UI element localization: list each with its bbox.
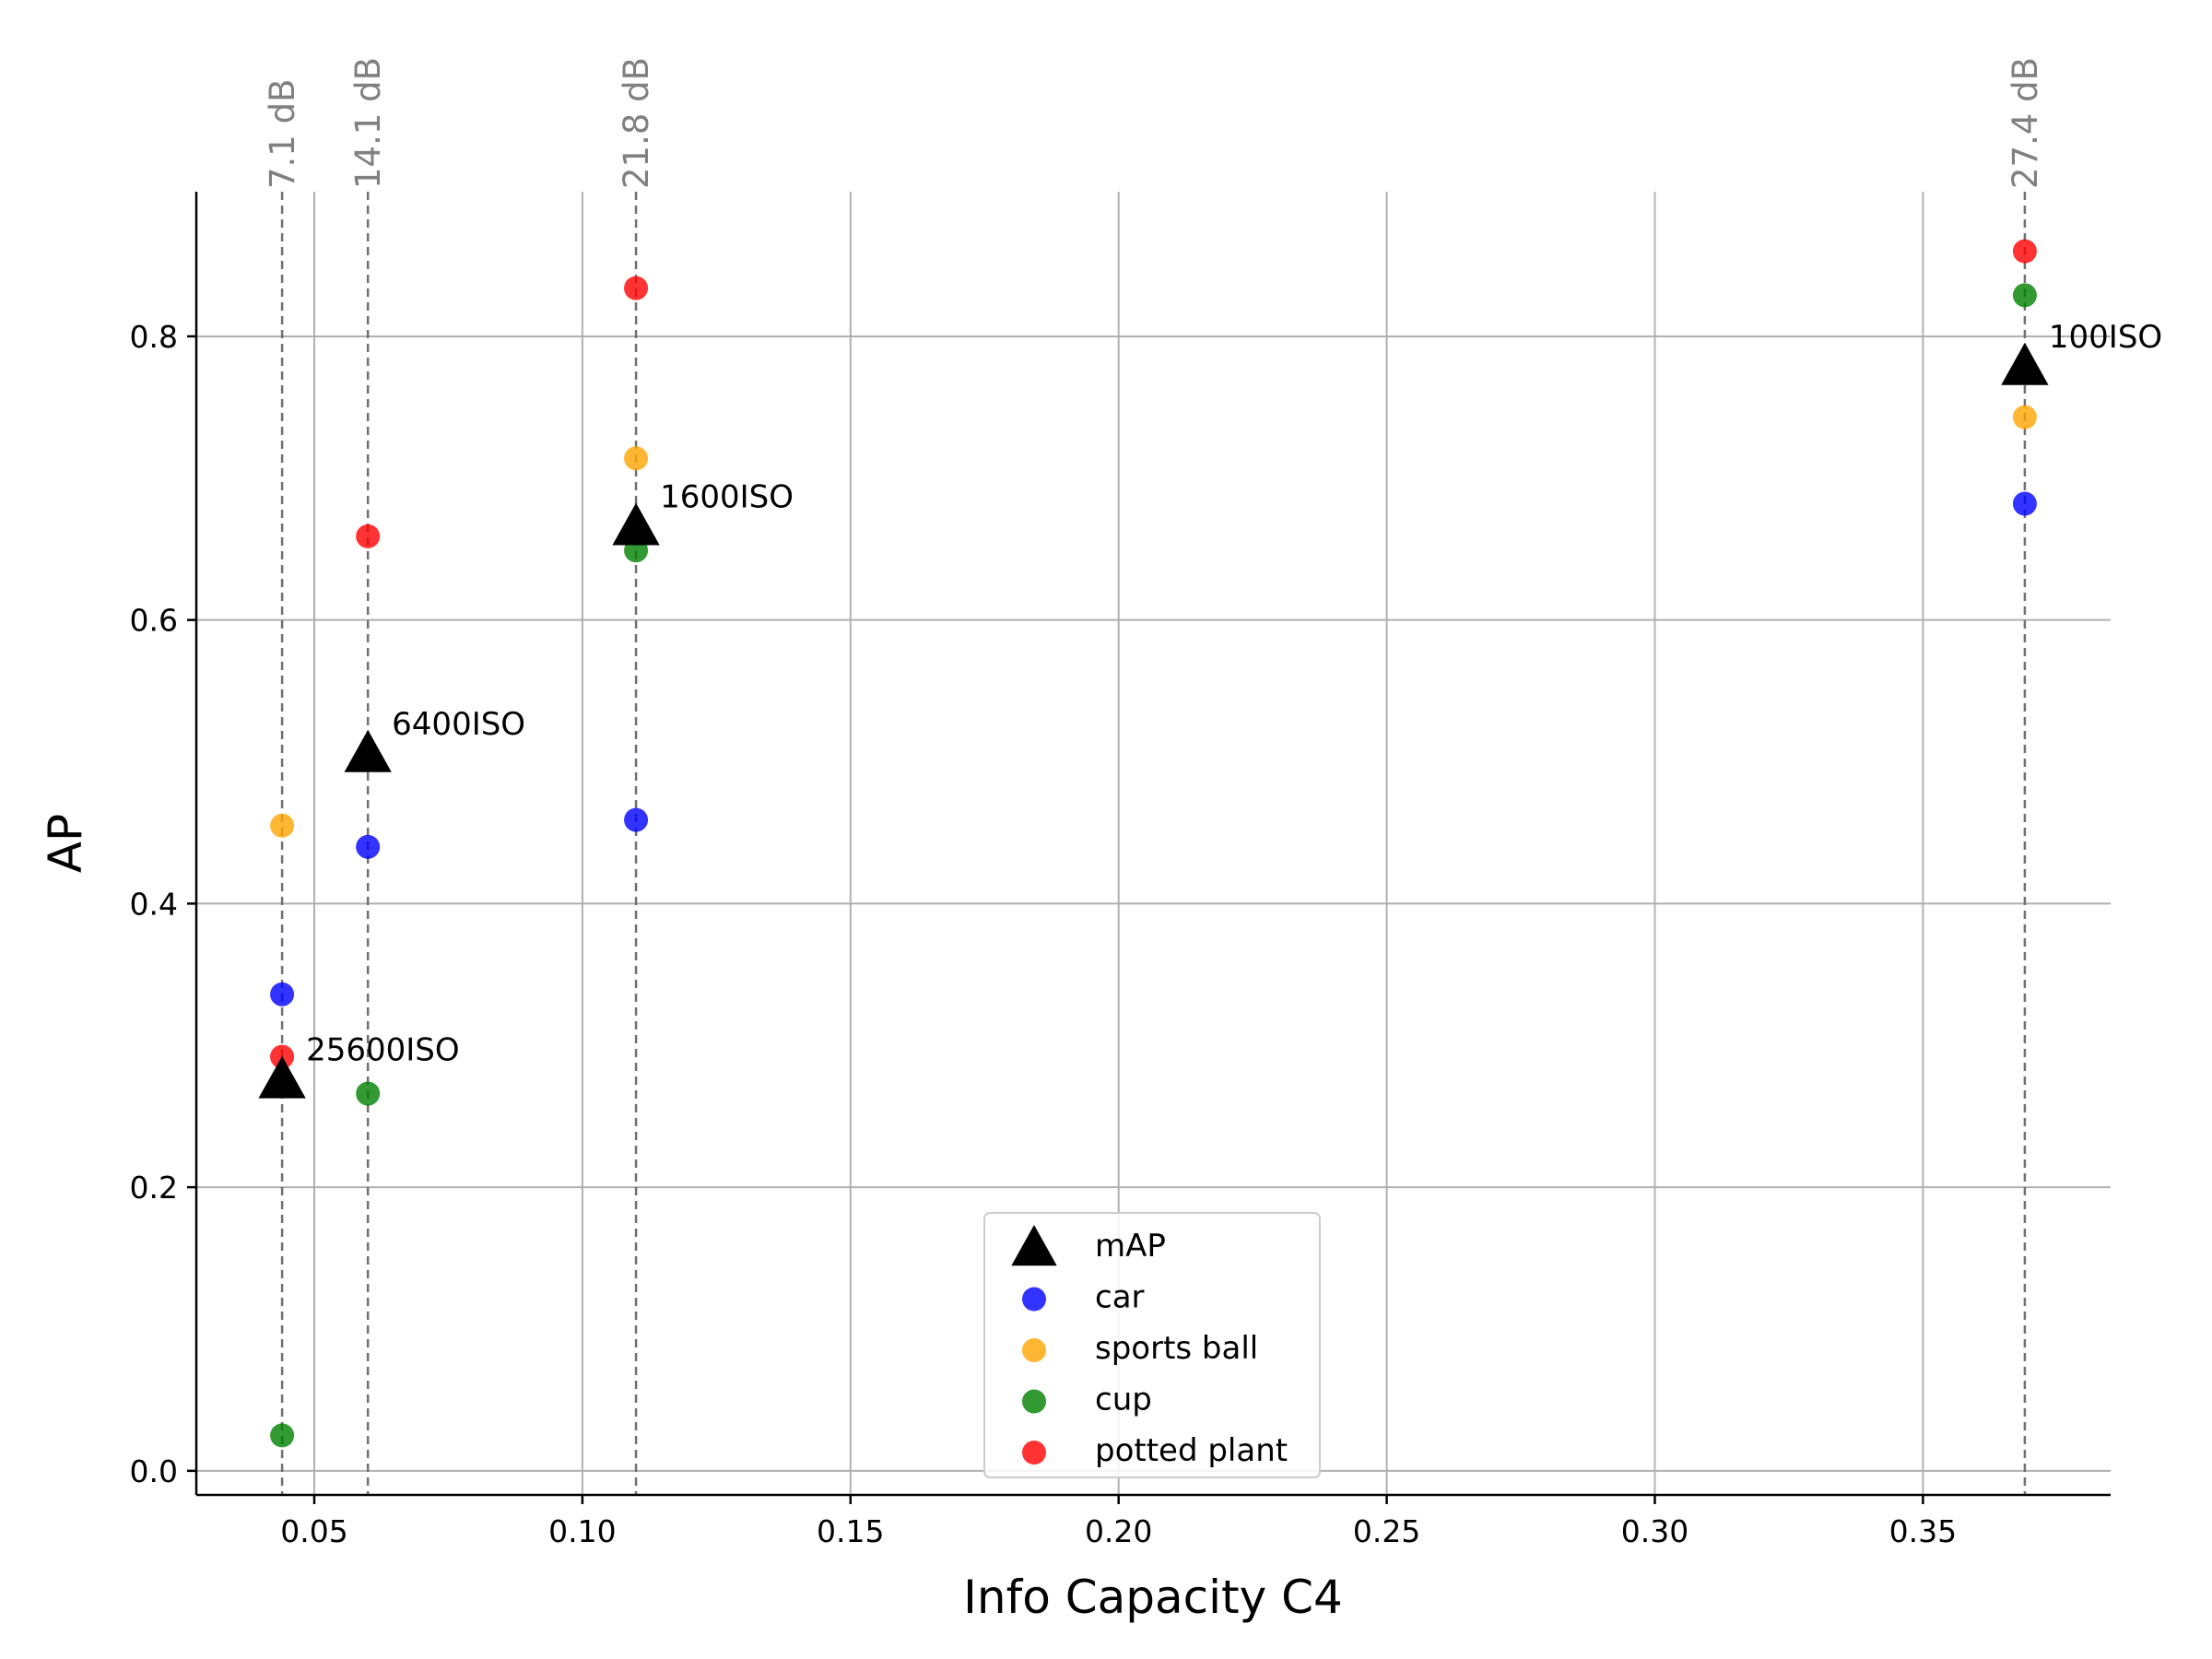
y-tick-label: 0.0	[130, 1453, 178, 1489]
y-tick-label: 0.4	[130, 886, 178, 922]
x-tick-label: 0.20	[1085, 1513, 1152, 1549]
legend-marker	[1022, 1338, 1046, 1362]
y-tick-label: 0.6	[130, 603, 178, 639]
data-point	[270, 813, 295, 838]
grid	[196, 192, 2111, 1495]
x-tick-label: 0.25	[1353, 1513, 1420, 1549]
y-tick-label: 0.2	[130, 1170, 178, 1206]
x-axis-title: Info Capacity C4	[963, 1571, 1343, 1624]
map-marker	[2001, 342, 2049, 385]
data-point	[624, 276, 649, 300]
legend-marker	[1022, 1389, 1046, 1414]
data-point	[2012, 283, 2037, 308]
point-annotation: 6400ISO	[392, 706, 525, 743]
legend-label: cup	[1095, 1382, 1152, 1418]
axes	[194, 192, 2111, 1497]
point-annotations: 25600ISO 6400ISO 1600ISO 100ISO	[306, 319, 2162, 1069]
legend-marker	[1011, 1225, 1057, 1266]
legend-label: car	[1095, 1279, 1145, 1316]
data-point	[356, 524, 381, 548]
data-point	[624, 807, 649, 832]
legend: mAP car sports ball cup potted plant	[983, 1212, 1321, 1478]
reference-line-label: 27.4 dB	[2006, 57, 2045, 189]
data-point	[624, 446, 649, 471]
reference-line-label: 14.1 dB	[348, 57, 388, 189]
reference-lines: 7.1 dB 14.1 dB 21.8 dB 27.4 dB	[263, 57, 2045, 1495]
reference-line-label: 7.1 dB	[263, 79, 302, 189]
legend-label: sports ball	[1095, 1330, 1258, 1367]
legend-label: mAP	[1095, 1228, 1166, 1265]
x-tick-label: 0.35	[1889, 1513, 1957, 1549]
map-marker	[612, 502, 660, 546]
x-tick-label: 0.10	[548, 1513, 616, 1549]
data-point	[2012, 491, 2037, 516]
data-point	[356, 1081, 381, 1106]
x-tick-label: 0.05	[280, 1513, 347, 1549]
data-points	[258, 239, 2049, 1448]
legend-label: potted plant	[1095, 1432, 1288, 1469]
ticks: 0.05 0.10 0.15 0.20 0.25 0.30 0.35 0.0 0.2 0.4 0.6…	[130, 319, 1958, 1549]
x-tick-label: 0.30	[1621, 1513, 1688, 1549]
y-tick-label: 0.8	[130, 319, 178, 355]
point-annotation: 100ISO	[2049, 319, 2162, 356]
legend-marker	[1022, 1287, 1046, 1312]
reference-line-label: 21.8 dB	[617, 57, 656, 189]
x-tick-label: 0.15	[817, 1513, 884, 1549]
data-point	[2012, 405, 2037, 429]
map-marker	[344, 729, 392, 772]
legend-marker	[1022, 1441, 1046, 1465]
point-annotation: 1600ISO	[660, 479, 794, 516]
data-point	[270, 1423, 295, 1448]
data-point	[270, 982, 295, 1006]
y-axis-title: AP	[39, 814, 92, 873]
map-marker	[258, 1055, 306, 1099]
legend-box	[983, 1212, 1321, 1478]
point-annotation: 25600ISO	[306, 1032, 460, 1069]
data-point	[2012, 239, 2037, 264]
data-point	[356, 834, 381, 859]
